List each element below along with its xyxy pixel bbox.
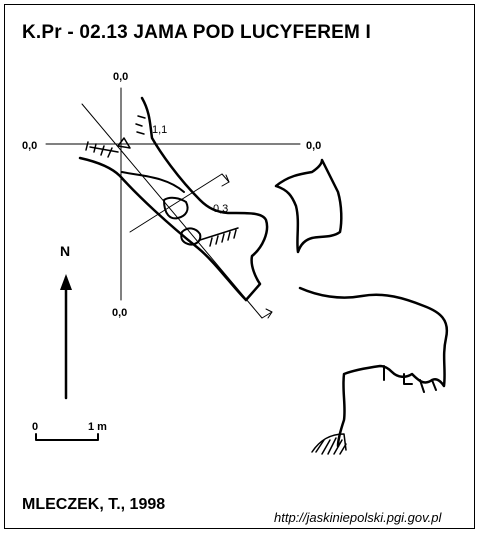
- rock-pillar-lower: [180, 227, 202, 246]
- side-passage-detail: [383, 365, 437, 393]
- section-arrow-upper-head: [221, 174, 230, 187]
- survey-station-triangle: [117, 137, 131, 149]
- section-arrow-lower-head: [265, 308, 273, 319]
- diagonal-section-line: [81, 103, 263, 319]
- elevation-label-bottom: 0,0: [112, 307, 127, 319]
- cross-section-tick: [129, 173, 223, 233]
- scale-bar-zero-label: 0: [32, 421, 38, 433]
- north-arrow-label: N: [60, 243, 70, 259]
- north-arrow: [60, 274, 72, 400]
- cave-inner-ledge: [121, 171, 185, 193]
- scale-bar-length-label: 1 m: [88, 421, 107, 433]
- elevation-label-left: 0,0: [22, 140, 37, 152]
- entrance-hachures: [85, 115, 146, 158]
- side-passage-hachures: [311, 433, 347, 455]
- rock-pillar-upper: [163, 196, 189, 220]
- source-url[interactable]: http://jaskiniepolski.pgi.gov.pl: [274, 510, 442, 525]
- elevation-label-top: 0,0: [113, 71, 128, 83]
- scale-bar: [35, 433, 99, 441]
- side-passage-upper: [274, 158, 343, 254]
- cave-outline-left-wall: [78, 156, 248, 302]
- author-credit: MLECZEK, T., 1998: [22, 496, 166, 513]
- side-passage-lower: [298, 286, 449, 448]
- cave-title: K.Pr - 02.13 JAMA POD LUCYFEREM I: [22, 22, 372, 43]
- map-frame: [4, 4, 475, 529]
- elevation-label-entrance: 1,1: [152, 124, 167, 136]
- floor-hachures: [199, 227, 239, 247]
- elevation-label-right: 0,0: [306, 140, 321, 152]
- elevation-label-floor: 0,3: [213, 203, 228, 215]
- cave-outline-right-wall: [140, 96, 269, 302]
- section-arrow-upper: [221, 173, 230, 183]
- section-arrow-lower: [261, 311, 273, 319]
